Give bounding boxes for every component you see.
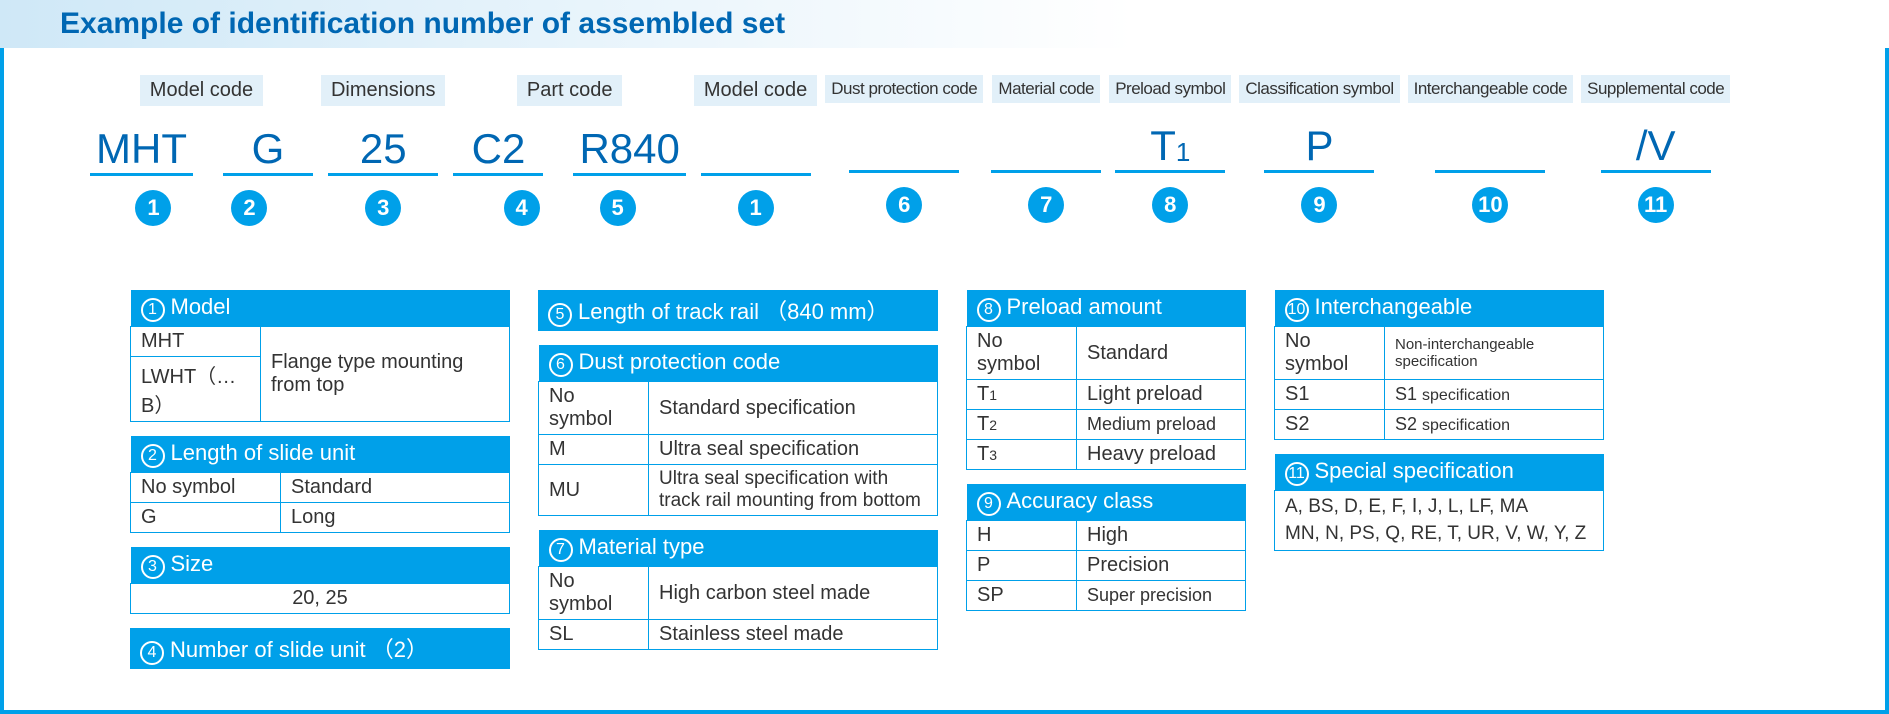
- id-value: [849, 121, 959, 173]
- id-group: Dimensions 25 3: [321, 75, 445, 226]
- id-label: Dust protection code: [825, 75, 983, 103]
- id-label: Supplemental code: [1581, 75, 1730, 103]
- id-value: [701, 124, 811, 176]
- id-badge: 7: [1028, 187, 1064, 223]
- table-preload: 8Preload amount No symbolStandard T1Ligh…: [966, 290, 1246, 470]
- id-group: Interchangeable code 10: [1408, 75, 1574, 226]
- title-bar: Example of identification number of asse…: [0, 0, 1889, 48]
- id-badge: 9: [1301, 187, 1337, 223]
- id-value: /V: [1601, 121, 1711, 173]
- id-group: Material code 7: [991, 75, 1101, 226]
- table-column-3: 8Preload amount No symbolStandard T1Ligh…: [966, 290, 1246, 611]
- table-column-1: 1Model MHTFlange type mounting from top …: [130, 290, 510, 669]
- id-badge: 6: [886, 187, 922, 223]
- id-value: [991, 121, 1101, 173]
- id-value: C2: [453, 124, 543, 176]
- id-value: R840: [573, 124, 685, 176]
- id-badge: 2: [231, 190, 267, 226]
- table-accuracy: 9Accuracy class HHigh PPrecision SPSuper…: [966, 484, 1246, 611]
- table-length-slide: 2Length of slide unit No symbolStandard …: [130, 436, 510, 533]
- id-group: Dust protection code 6: [825, 75, 983, 226]
- id-value: 25: [328, 124, 438, 176]
- id-badge: 4: [504, 190, 540, 226]
- id-badge: 11: [1638, 187, 1674, 223]
- id-label: Model code: [694, 75, 817, 106]
- id-badge: 1: [738, 190, 774, 226]
- tables-area: 1Model MHTFlange type mounting from top …: [130, 290, 1849, 669]
- id-label: Interchangeable code: [1408, 75, 1574, 103]
- table-column-2: 5Length of track rail （840 mm） 6Dust pro…: [538, 290, 938, 650]
- id-group: Part code C2 R840 4 5: [453, 75, 685, 226]
- id-value: P: [1264, 121, 1374, 173]
- page-title: Example of identification number of asse…: [60, 7, 785, 41]
- table-interchange: 10Interchangeable No symbolNon-interchan…: [1274, 290, 1604, 440]
- id-group: Preload symbol T1 8: [1109, 75, 1231, 226]
- id-group: Model code MHT G 1 2: [90, 75, 313, 226]
- id-group: Supplemental code/V 11: [1581, 75, 1730, 226]
- id-group: Model code 1: [694, 75, 817, 226]
- id-label: Preload symbol: [1109, 75, 1231, 103]
- table-material: 7Material type No symbolHigh carbon stee…: [538, 530, 938, 650]
- id-label: Part code: [517, 75, 623, 106]
- id-value: G: [223, 124, 313, 176]
- id-label: Dimensions: [321, 75, 445, 106]
- id-value: T1: [1115, 121, 1225, 173]
- id-label: Model code: [140, 75, 263, 106]
- identification-row: Model code MHT G 1 2 Dimensions 25 3 Part code C2…: [90, 75, 1869, 226]
- id-label: Classification symbol: [1239, 75, 1399, 103]
- id-badge: 8: [1152, 187, 1188, 223]
- table-model: 1Model MHTFlange type mounting from top …: [130, 290, 510, 422]
- id-value: MHT: [90, 124, 193, 176]
- id-badge: 5: [600, 190, 636, 226]
- table-size: 3Size 20, 25: [130, 547, 510, 614]
- content-area: Model code MHT G 1 2 Dimensions 25 3 Part code C2…: [20, 55, 1869, 704]
- id-label: Material code: [992, 75, 1100, 103]
- table-column-4: 10Interchangeable No symbolNon-interchan…: [1274, 290, 1604, 551]
- id-badge: 10: [1472, 187, 1508, 223]
- id-badge: 3: [365, 190, 401, 226]
- id-group: Classification symbol P 9: [1239, 75, 1399, 226]
- table-dust: 6Dust protection code No symbolStandard …: [538, 345, 938, 516]
- id-badge: 1: [135, 190, 171, 226]
- table-num-slide: 4Number of slide unit （2）: [130, 628, 510, 669]
- table-special: 11Special specification A, BS, D, E, F, …: [1274, 454, 1604, 551]
- id-value: [1435, 121, 1545, 173]
- table-rail-length: 5Length of track rail （840 mm）: [538, 290, 938, 331]
